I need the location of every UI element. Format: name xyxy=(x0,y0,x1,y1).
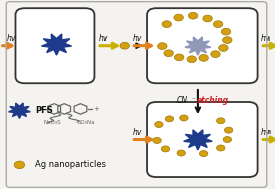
Text: hv: hv xyxy=(261,128,270,137)
Text: hv: hv xyxy=(133,34,142,43)
Circle shape xyxy=(221,28,231,35)
Text: hv: hv xyxy=(6,34,16,43)
Circle shape xyxy=(153,137,161,143)
Polygon shape xyxy=(184,130,212,150)
Text: hv: hv xyxy=(133,128,142,137)
Text: SO₃Na: SO₃Na xyxy=(78,120,95,125)
Text: etching: etching xyxy=(197,96,229,105)
Circle shape xyxy=(180,115,188,121)
Circle shape xyxy=(199,55,208,61)
Circle shape xyxy=(216,118,225,124)
Text: NaO₃S: NaO₃S xyxy=(44,120,61,125)
Circle shape xyxy=(164,50,173,57)
Circle shape xyxy=(14,161,25,169)
Circle shape xyxy=(162,21,172,28)
Text: I: I xyxy=(105,37,107,42)
FancyBboxPatch shape xyxy=(147,102,258,177)
Circle shape xyxy=(158,43,167,50)
Circle shape xyxy=(174,54,184,61)
Polygon shape xyxy=(42,34,72,55)
Circle shape xyxy=(219,45,228,51)
Circle shape xyxy=(213,21,223,28)
Text: hv: hv xyxy=(261,34,270,43)
Circle shape xyxy=(188,12,198,19)
Circle shape xyxy=(174,14,183,21)
Text: +: + xyxy=(37,106,43,112)
Circle shape xyxy=(187,56,197,63)
Circle shape xyxy=(161,146,170,152)
Text: hv: hv xyxy=(98,34,108,43)
Text: II: II xyxy=(268,37,271,42)
FancyBboxPatch shape xyxy=(15,8,94,83)
Circle shape xyxy=(223,136,232,143)
Polygon shape xyxy=(9,103,30,118)
Text: CN: CN xyxy=(177,96,188,105)
Circle shape xyxy=(216,145,225,151)
Text: III: III xyxy=(268,130,272,135)
Circle shape xyxy=(224,127,233,133)
Circle shape xyxy=(120,42,130,49)
Circle shape xyxy=(165,116,174,122)
Circle shape xyxy=(211,51,220,57)
Circle shape xyxy=(199,151,208,157)
FancyBboxPatch shape xyxy=(147,8,258,83)
Polygon shape xyxy=(185,37,211,55)
Circle shape xyxy=(155,122,163,128)
Circle shape xyxy=(222,37,232,43)
Text: PFS: PFS xyxy=(35,106,53,115)
Circle shape xyxy=(203,15,212,22)
Text: +: + xyxy=(93,106,99,112)
Circle shape xyxy=(177,150,185,156)
Text: Ag nanoparticles: Ag nanoparticles xyxy=(35,160,106,169)
Text: ⁻: ⁻ xyxy=(191,98,195,104)
